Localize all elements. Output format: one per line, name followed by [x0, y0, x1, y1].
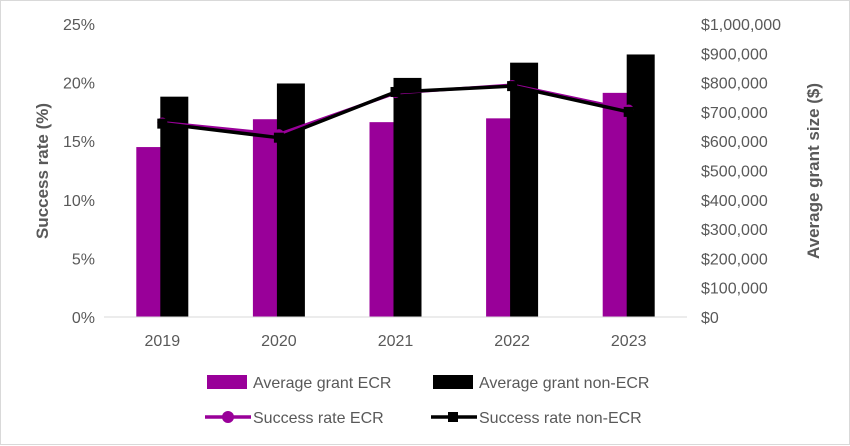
- point-success-non-ecr-2020: [273, 132, 284, 143]
- right-axis-title: Average grant size ($): [804, 83, 823, 259]
- right-tick-label: $400,000: [701, 193, 768, 210]
- bar-ecr-2022: [486, 118, 515, 317]
- bar-ecr-2019: [136, 147, 165, 317]
- legend: Average grant ECR Average grant non-ECR Su…: [205, 375, 649, 427]
- x-tick-label-2022: 2022: [494, 333, 530, 350]
- x-tick-label-2019: 2019: [145, 333, 181, 350]
- point-success-non-ecr-2023: [623, 106, 634, 117]
- right-tick-label: $0: [701, 310, 719, 327]
- right-axis: $0 $100,000 $200,000 $300,000 $400,000 $500,0…: [701, 17, 781, 327]
- legend-item: Success rate ECR: [205, 410, 384, 427]
- bar-ecr-2020: [252, 119, 281, 317]
- left-axis: 0% 5% 10% 15% 20% 25%: [63, 17, 95, 327]
- right-tick-label: $100,000: [701, 281, 768, 298]
- right-tick-label: $800,000: [701, 76, 768, 93]
- legend-label: Success rate ECR: [253, 410, 384, 427]
- right-tick-label: $600,000: [701, 134, 768, 151]
- left-tick-label: 15%: [63, 134, 95, 151]
- right-tick-label: $200,000: [701, 251, 768, 268]
- legend-item: Average grant non-ECR: [433, 375, 649, 392]
- bar-non-ecr-2022: [510, 62, 539, 318]
- left-tick-label: 10%: [63, 193, 95, 210]
- left-tick-label: 0%: [72, 310, 95, 327]
- legend-swatch: [207, 375, 247, 389]
- right-tick-label: $500,000: [701, 164, 768, 181]
- legend-swatch: [433, 375, 473, 389]
- legend-label: Average grant ECR: [253, 375, 391, 392]
- bar-non-ecr-2019: [160, 96, 189, 317]
- right-tick-label: $1,000,000: [701, 17, 781, 34]
- bar-ecr-2023: [602, 92, 631, 317]
- point-success-non-ecr-2021: [390, 86, 401, 97]
- x-tick-label-2020: 2020: [261, 333, 297, 350]
- legend-item: Average grant ECR: [207, 375, 391, 392]
- left-tick-label: 20%: [63, 76, 95, 93]
- point-success-non-ecr-2022: [507, 81, 518, 92]
- left-axis-title: Success rate (%): [33, 103, 52, 239]
- bar-non-ecr-2020: [276, 83, 305, 317]
- legend-marker: [448, 412, 458, 422]
- legend-marker: [222, 411, 234, 423]
- x-tick-label-2021: 2021: [378, 333, 414, 350]
- x-axis: 2019 2020 2021 2022 2023: [104, 316, 687, 350]
- bar-layer: [136, 54, 655, 318]
- bar-non-ecr-2023: [626, 54, 655, 318]
- left-tick-label: 5%: [72, 251, 95, 268]
- bar-non-ecr-2021: [393, 77, 422, 317]
- right-tick-label: $700,000: [701, 105, 768, 122]
- point-success-non-ecr-2019: [157, 118, 168, 129]
- legend-label: Success rate non-ECR: [479, 410, 642, 427]
- legend-item: Success rate non-ECR: [431, 410, 642, 427]
- legend-label: Average grant non-ECR: [479, 375, 649, 392]
- x-tick-label-2023: 2023: [611, 333, 647, 350]
- line-layer: [157, 79, 634, 143]
- right-tick-label: $900,000: [701, 46, 768, 63]
- bar-ecr-2021: [369, 122, 398, 317]
- left-tick-label: 25%: [63, 17, 95, 34]
- right-tick-label: $300,000: [701, 222, 768, 239]
